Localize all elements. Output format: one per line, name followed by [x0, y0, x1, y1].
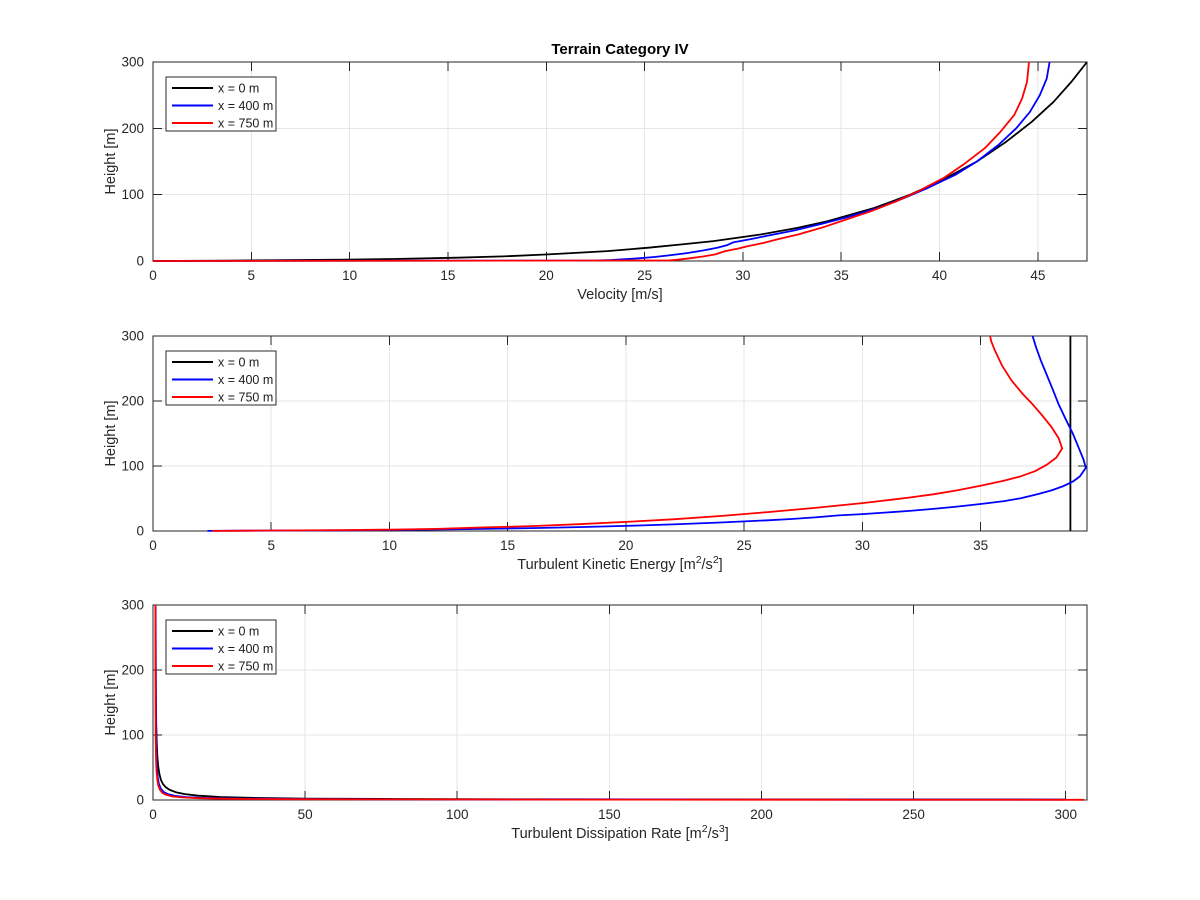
x-tick-labels: 0 5 10 15 20 25 30 35 40 45	[149, 268, 1045, 283]
y-tick-label: 0	[136, 793, 144, 808]
x-tick-label: 40	[932, 268, 947, 283]
y-tick-label: 100	[121, 728, 144, 743]
x-tick-label: 5	[248, 268, 256, 283]
legend-label: x = 750 m	[218, 390, 273, 404]
x-axis-label: Velocity [m/s]	[577, 287, 662, 303]
x-tick-label: 30	[735, 268, 750, 283]
x-tick-label: 35	[973, 538, 988, 553]
x-tick-label: 100	[446, 807, 469, 822]
legend-label: x = 0 m	[218, 81, 259, 95]
x-tick-label: 0	[149, 807, 157, 822]
x-axis-label: Turbulent Kinetic Energy [m2/s2]	[517, 554, 722, 573]
x-tick-label: 30	[855, 538, 870, 553]
y-tick-label: 200	[121, 121, 144, 136]
legend: x = 0 m x = 400 m x = 750 m	[165, 619, 277, 675]
x-tick-label: 250	[902, 807, 925, 822]
legend: x = 0 m x = 400 m x = 750 m	[165, 350, 277, 406]
x-tick-label: 150	[598, 807, 621, 822]
legend-label: x = 400 m	[218, 373, 273, 387]
x-tick-label: 45	[1030, 268, 1045, 283]
grid-lines	[153, 605, 1087, 800]
x-tick-label: 20	[618, 538, 633, 553]
series-line-x-0-m	[152, 61, 1088, 262]
y-tick-label: 300	[121, 329, 144, 344]
y-tick-label: 100	[121, 187, 144, 202]
legend-label: x = 0 m	[218, 624, 259, 638]
y-axis-label: Height [m]	[103, 128, 119, 194]
y-tick-label: 100	[121, 459, 144, 474]
x-axis-label: Turbulent Dissipation Rate [m2/s3]	[511, 823, 728, 842]
y-tick-label: 0	[136, 254, 144, 269]
series-line-x-400-m	[152, 61, 1051, 262]
x-tick-label: 20	[539, 268, 554, 283]
series-line-x-750-m	[152, 61, 1030, 262]
x-tick-labels: 0 5 10 15 20 25 30 35	[149, 538, 988, 553]
x-tick-label: 0	[149, 538, 157, 553]
legend: x = 0 m x = 400 m x = 750 m	[165, 76, 277, 132]
legend-label: x = 750 m	[218, 116, 273, 130]
tick-marks	[152, 61, 1087, 262]
y-tick-label: 300	[121, 598, 144, 613]
legend-label: x = 0 m	[218, 355, 259, 369]
y-tick-label: 0	[136, 524, 144, 539]
x-tick-label: 200	[750, 807, 773, 822]
y-axis-label: Height [m]	[103, 669, 119, 735]
x-tick-labels: 0 50 100 150 200 250 300	[149, 807, 1077, 822]
x-tick-label: 10	[382, 538, 397, 553]
axes-box	[152, 61, 1088, 262]
x-tick-label: 35	[834, 268, 849, 283]
x-tick-label: 25	[637, 268, 652, 283]
legend-label: x = 400 m	[218, 99, 273, 113]
x-tick-label: 15	[500, 538, 515, 553]
tick-marks	[152, 604, 1087, 801]
subplot-tdr: 0 50 100 150 200 250 300 0 100 200 300 x = 0 m x = 4…	[103, 598, 1088, 842]
y-tick-labels: 0 100 200 300	[121, 55, 144, 269]
series-group	[152, 61, 1088, 262]
x-tick-label: 15	[440, 268, 455, 283]
y-axis-label: Height [m]	[103, 400, 119, 466]
x-tick-label: 25	[737, 538, 752, 553]
y-tick-labels: 0 100 200 300	[121, 598, 144, 808]
tick-marks	[152, 335, 1087, 532]
series-line-x-400-m	[154, 604, 1066, 801]
legend-label: x = 400 m	[218, 642, 273, 656]
series-group	[154, 604, 1085, 801]
x-tick-label: 10	[342, 268, 357, 283]
subplot-velocity: 0 5 10 15 20 25 30 35 40 45 0 100 200 300 x = 0 m x = 4…	[103, 55, 1088, 303]
axes-box	[152, 604, 1088, 801]
y-tick-label: 300	[121, 55, 144, 70]
x-tick-label: 5	[267, 538, 275, 553]
series-line-x-750-m	[154, 604, 1085, 801]
series-group	[207, 335, 1087, 532]
y-tick-label: 200	[121, 394, 144, 409]
series-line-x-750-m	[212, 335, 1064, 532]
series-line-x-0-m	[154, 604, 1066, 801]
grid-lines	[153, 336, 1087, 531]
legend-label: x = 750 m	[218, 659, 273, 673]
y-tick-labels: 0 100 200 300	[121, 329, 144, 539]
y-tick-label: 200	[121, 663, 144, 678]
legend-box	[165, 76, 277, 132]
series-line-x-400-m	[207, 335, 1087, 532]
x-tick-label: 300	[1054, 807, 1077, 822]
grid-lines	[153, 62, 1087, 261]
x-tick-label: 50	[298, 807, 313, 822]
axes-box	[152, 335, 1088, 532]
subplot-tke: 0 5 10 15 20 25 30 35 0 100 200 300 x = 0 m x = 400 m…	[103, 329, 1088, 573]
x-tick-label: 0	[149, 268, 157, 283]
chart-title: Terrain Category IV	[551, 41, 689, 58]
